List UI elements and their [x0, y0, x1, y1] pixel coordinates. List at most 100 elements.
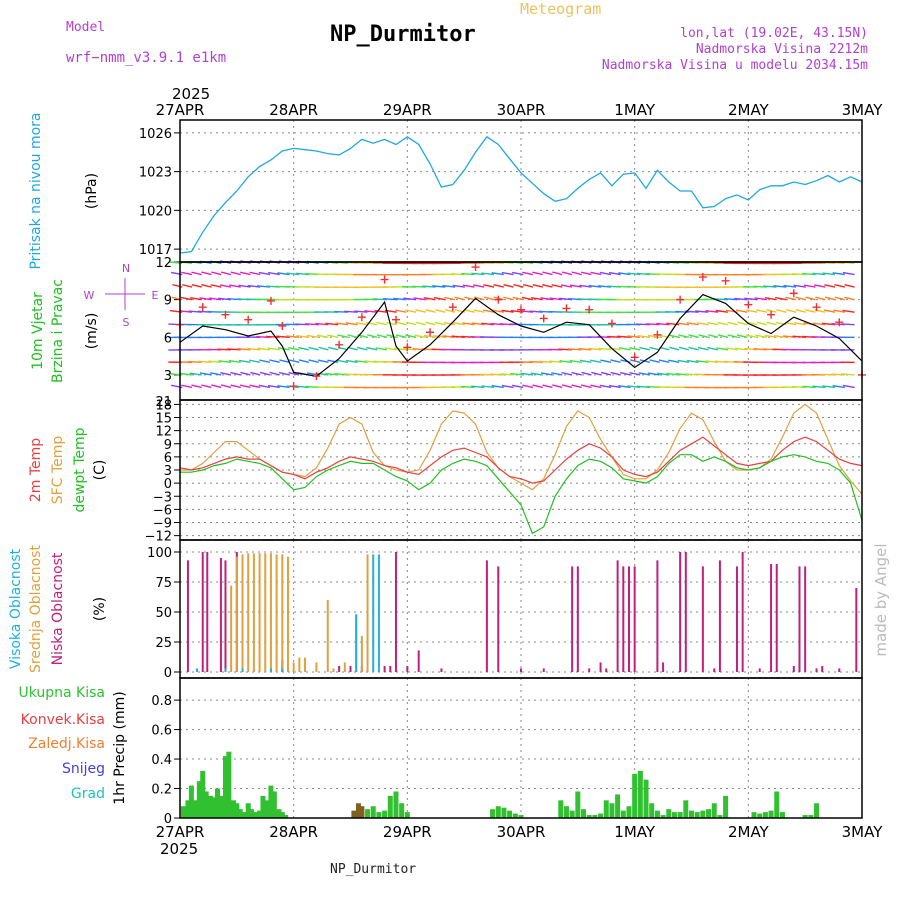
wind-barb	[646, 323, 660, 326]
wind-barb	[608, 347, 621, 351]
wind-barb	[832, 272, 845, 276]
wind-barb	[258, 271, 271, 276]
wind-barb	[812, 385, 826, 389]
wind-barb	[413, 297, 426, 301]
wind-barb	[725, 347, 738, 351]
time-label-top: 1MAY	[614, 101, 656, 119]
wind-barb	[734, 297, 748, 301]
wind-barb	[737, 321, 748, 326]
wind-barb	[571, 371, 582, 376]
wind-barb	[785, 309, 797, 313]
wind-barb	[405, 334, 417, 338]
wind-barb	[717, 321, 729, 326]
wind-barb	[355, 321, 368, 326]
precip-bar	[253, 812, 259, 818]
wind-barb	[559, 360, 573, 364]
wind-barb	[753, 285, 767, 288]
wind-barb	[764, 297, 777, 301]
wind-barb	[618, 347, 631, 351]
precip-bar	[660, 815, 666, 818]
precip-bar	[637, 770, 643, 818]
wind-barb	[367, 334, 378, 338]
y-tick-label: −12	[145, 530, 172, 545]
model-altitude-text: Nadmorska Visina u modelu 2034.15m	[601, 58, 868, 73]
wind-barb	[347, 334, 358, 338]
wind-barb	[298, 346, 310, 351]
y-tick-label: 6	[164, 451, 172, 466]
wind-barb	[591, 371, 602, 376]
wind-barb	[724, 297, 738, 301]
precip-bar	[203, 791, 209, 818]
gust-marker	[448, 303, 457, 312]
wind-barb	[669, 346, 680, 351]
precip-bar	[376, 812, 382, 818]
wind-barb	[394, 309, 407, 313]
wind-barb	[520, 372, 534, 376]
precip-bar	[387, 795, 393, 818]
wind-barb	[269, 371, 280, 376]
gust-marker	[676, 295, 685, 304]
wind-barb	[445, 309, 456, 313]
y-tick-label: 0	[164, 666, 172, 681]
time-label-bottom: 30APR	[497, 823, 546, 841]
cloud-title-low: Niska Oblacnost	[50, 552, 66, 665]
precip-bar	[808, 815, 814, 818]
time-label-top: 28APR	[269, 101, 318, 119]
wind-barb	[715, 309, 728, 313]
wind-barb	[259, 371, 271, 376]
precip-bar	[257, 810, 263, 818]
wind-barb	[423, 297, 436, 301]
precip-legend-item: Snijeg	[62, 761, 105, 777]
wind-barb	[570, 284, 582, 288]
wind-barb	[237, 348, 251, 351]
wind-barb	[482, 309, 495, 313]
precip-bar	[626, 806, 632, 818]
lonlat-text: lon,lat (19.02E, 43.15N)	[680, 26, 868, 41]
cloud-title-mid: Srednja Oblacnost	[28, 545, 44, 673]
wind-barb	[815, 296, 826, 301]
precip-bar	[271, 791, 277, 818]
wind-barb	[776, 309, 787, 313]
wind-barb	[608, 384, 621, 389]
wind-barb	[599, 384, 612, 389]
wind-barb	[483, 296, 495, 301]
cloud-unit: (%)	[92, 597, 108, 621]
time-label-bottom: 3MAY	[842, 823, 884, 841]
wind-barb	[336, 359, 349, 364]
wind-barb	[590, 271, 602, 276]
precip-bar	[215, 788, 221, 818]
wind-barb	[608, 271, 621, 276]
y-tick-label: −3	[153, 490, 172, 505]
wind-barb	[590, 359, 602, 364]
wind-barb	[240, 371, 251, 376]
y-tick-label: 0.6	[151, 724, 172, 739]
gust-marker	[585, 305, 594, 314]
gust-marker	[357, 313, 366, 322]
wind-barb	[774, 296, 787, 301]
wind-barb	[220, 384, 232, 389]
wind-barb	[316, 372, 329, 376]
wind-barb	[451, 273, 465, 276]
gust-marker	[278, 321, 287, 330]
convective-bar	[351, 810, 357, 818]
wind-barb	[179, 372, 193, 376]
y-tick-label: 50	[155, 606, 172, 621]
precip-legend-item: Konvek.Kisa	[21, 712, 105, 728]
wind-barb	[549, 360, 563, 364]
wind-barb	[522, 271, 534, 276]
gust-marker	[266, 296, 275, 305]
precip-bar	[779, 812, 785, 818]
wind-barb	[588, 347, 602, 351]
wind-barb	[744, 347, 758, 351]
gust-marker	[721, 276, 730, 285]
wind-barb	[785, 296, 797, 301]
wind-barb	[666, 372, 680, 376]
precip-bar	[802, 815, 808, 818]
y-tick-label: 15	[155, 412, 172, 427]
wind-barb	[490, 373, 504, 376]
precip-bar	[268, 785, 274, 818]
compass-w: W	[84, 289, 95, 302]
precip-legend-item: Grad	[71, 786, 105, 802]
wind-barb	[492, 309, 504, 313]
wind-barb	[181, 271, 193, 276]
